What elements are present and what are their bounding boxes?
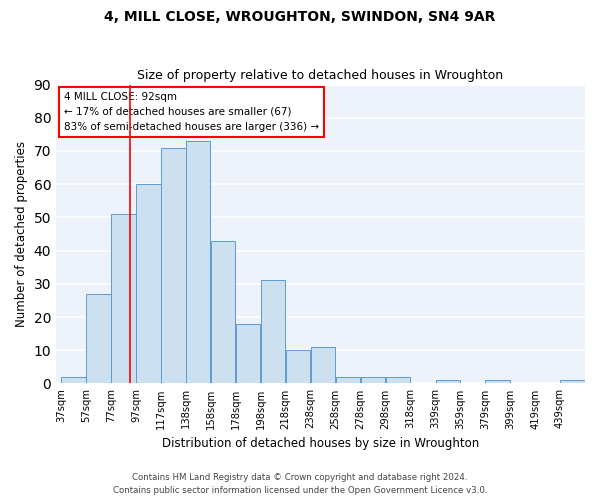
Bar <box>161 148 185 384</box>
Text: 4 MILL CLOSE: 92sqm
← 17% of detached houses are smaller (67)
83% of semi-detach: 4 MILL CLOSE: 92sqm ← 17% of detached ho… <box>64 92 319 132</box>
Bar <box>61 377 86 384</box>
Title: Size of property relative to detached houses in Wroughton: Size of property relative to detached ho… <box>137 69 503 82</box>
Y-axis label: Number of detached properties: Number of detached properties <box>15 141 28 327</box>
Bar <box>311 347 335 384</box>
X-axis label: Distribution of detached houses by size in Wroughton: Distribution of detached houses by size … <box>162 437 479 450</box>
Bar <box>86 294 110 384</box>
Bar <box>386 377 410 384</box>
Text: Contains HM Land Registry data © Crown copyright and database right 2024.
Contai: Contains HM Land Registry data © Crown c… <box>113 474 487 495</box>
Bar <box>261 280 286 384</box>
Bar <box>336 377 360 384</box>
Bar <box>436 380 460 384</box>
Bar <box>485 380 510 384</box>
Text: 4, MILL CLOSE, WROUGHTON, SWINDON, SN4 9AR: 4, MILL CLOSE, WROUGHTON, SWINDON, SN4 9… <box>104 10 496 24</box>
Bar <box>286 350 310 384</box>
Bar <box>211 240 235 384</box>
Bar <box>111 214 136 384</box>
Bar <box>186 141 211 384</box>
Bar <box>560 380 585 384</box>
Bar <box>361 377 385 384</box>
Bar <box>236 324 260 384</box>
Bar <box>136 184 161 384</box>
